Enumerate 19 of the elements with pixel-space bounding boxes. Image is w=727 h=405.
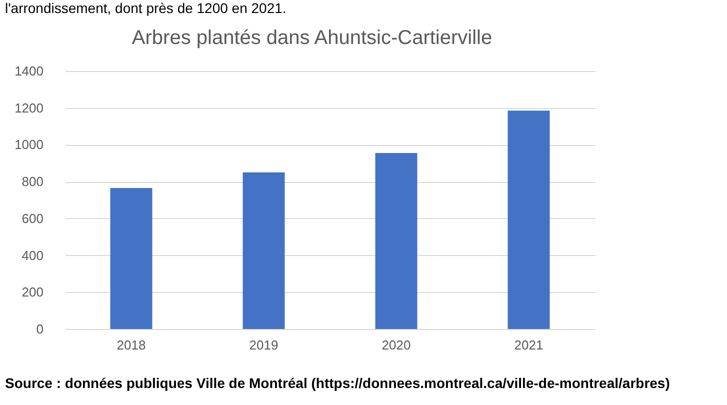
source-note: Source : données publiques Ville de Montréal (https://donnees.montreal.ca/ville-de-montreal/arbres) xyxy=(5,375,670,391)
bar xyxy=(242,172,285,329)
y-tick-label: 400 xyxy=(22,248,44,263)
x-tick-label: 2021 xyxy=(514,338,544,352)
y-tick-label: 200 xyxy=(22,284,44,300)
bar xyxy=(375,153,418,329)
y-tick-label: 1400 xyxy=(14,64,44,78)
x-tick-label: 2018 xyxy=(116,338,146,352)
y-tick-label: 0 xyxy=(36,322,44,336)
y-tick-label: 1000 xyxy=(14,137,44,152)
x-tick-label: 2020 xyxy=(382,338,411,352)
x-tick-label: 2019 xyxy=(249,338,278,352)
text: l'arrondissement, dont près de 1200 en 2021. xyxy=(5,0,286,16)
bar xyxy=(110,188,152,329)
y-tick-label: 1200 xyxy=(14,100,44,116)
y-tick-label: 600 xyxy=(22,210,44,226)
y-tick-label: 800 xyxy=(22,174,44,190)
chart-title: Arbres plantés dans Ahuntsic-Cartierville xyxy=(132,27,492,49)
bar xyxy=(508,110,550,329)
